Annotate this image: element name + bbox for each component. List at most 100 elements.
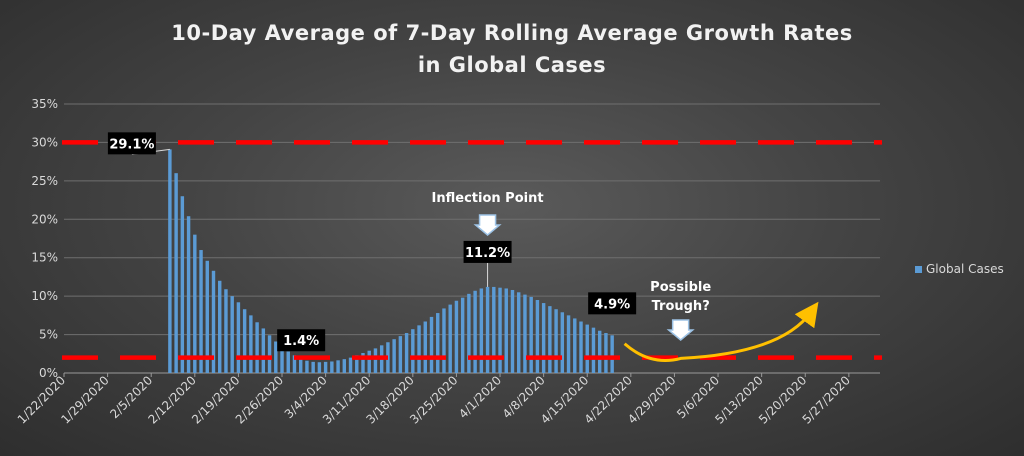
bar	[330, 361, 334, 373]
legend-label-global-cases: Global Cases	[926, 262, 1004, 276]
bar	[404, 333, 409, 373]
bar	[442, 308, 446, 373]
legend-swatch-global-cases	[915, 266, 922, 273]
bar	[429, 316, 434, 373]
chart-title: 10-Day Average of 7-Day Rolling Average …	[171, 21, 852, 77]
legend: Global Cases	[915, 262, 1004, 276]
x-axis-ticks: 1/22/20201/29/20202/5/20202/12/20202/19/…	[15, 373, 853, 427]
y-tick-label: 20%	[31, 212, 58, 226]
bar	[467, 293, 471, 373]
bar	[398, 336, 403, 373]
callout-label: Inflection Point	[432, 191, 544, 206]
bar	[205, 260, 209, 373]
bar	[292, 355, 297, 373]
bar	[585, 324, 589, 373]
bar	[591, 327, 596, 373]
bar	[174, 173, 178, 373]
annotation-label: 4.9%	[594, 297, 630, 312]
bar	[367, 350, 371, 373]
bar	[448, 304, 452, 373]
x-tick-label: 5/27/2020	[800, 373, 853, 426]
bar	[529, 296, 533, 373]
bar	[261, 328, 266, 373]
bar	[373, 348, 378, 373]
bar	[548, 306, 552, 373]
bar	[211, 270, 216, 373]
bar	[479, 288, 484, 373]
bar	[342, 359, 347, 373]
annotation-1-4pct: 1.4%	[277, 329, 326, 352]
annotation-box	[588, 292, 637, 315]
reference-lines	[62, 140, 882, 360]
bar-series-global-cases	[168, 149, 614, 373]
bar	[535, 299, 540, 373]
bar	[610, 335, 614, 373]
y-tick-label: 0%	[39, 366, 58, 380]
bar	[305, 360, 309, 373]
bar	[554, 309, 558, 373]
bar	[348, 357, 353, 373]
annotation-box	[277, 329, 326, 352]
annotation-label: 1.4%	[283, 334, 319, 349]
bar	[566, 315, 571, 373]
chart-title-line-1: 10-Day Average of 7-Day Rolling Average …	[171, 21, 852, 45]
y-tick-label: 30%	[31, 135, 58, 149]
y-tick-label: 5%	[39, 328, 58, 342]
bar	[436, 313, 440, 373]
bar	[510, 289, 515, 373]
trend-arrow	[623, 301, 819, 362]
x-tick-label: 4/29/2020	[625, 373, 678, 426]
bar	[336, 360, 340, 373]
bar	[274, 341, 278, 373]
x-tick-label: 2/26/2020	[233, 373, 286, 426]
bar	[311, 361, 315, 373]
down-arrow-icon	[666, 319, 695, 341]
annotation-box	[107, 132, 156, 155]
bar	[193, 234, 197, 373]
bar	[485, 286, 490, 373]
y-tick-label: 35%	[31, 97, 58, 111]
bar	[504, 288, 508, 373]
bar	[230, 296, 234, 373]
bar	[361, 353, 365, 373]
bar	[255, 322, 259, 373]
bar	[541, 303, 546, 373]
bar	[573, 318, 577, 373]
y-tick-label: 25%	[31, 174, 58, 188]
bar	[286, 351, 290, 373]
y-tick-label: 15%	[31, 251, 58, 265]
bar	[411, 329, 415, 373]
bar	[604, 333, 608, 373]
annotation-29-1pct: 29.1%	[107, 132, 170, 155]
bar	[199, 250, 203, 373]
bar	[560, 312, 565, 373]
bar	[249, 315, 253, 373]
annotation-label: 29.1%	[109, 137, 154, 152]
bar	[267, 335, 272, 373]
callout-possible-trough: Possible Trough?	[650, 280, 711, 341]
trend-arrow-group	[623, 301, 819, 362]
bar	[186, 216, 191, 373]
x-tick-label: 3/25/2020	[407, 373, 460, 426]
bar	[597, 330, 602, 373]
callouts: Inflection Point Possible Trough?	[432, 191, 711, 341]
bar	[236, 302, 241, 373]
x-tick-label: 4/1/2020	[456, 373, 504, 421]
annotation-label: 11.2%	[465, 246, 510, 261]
bar	[423, 321, 427, 373]
bar	[323, 361, 328, 373]
bar	[218, 280, 222, 373]
bar	[498, 287, 502, 373]
callout-inflection-point: Inflection Point	[432, 191, 544, 236]
data-annotations: 29.1% 1.4% 11.2% 4.9%	[107, 132, 637, 352]
bar	[523, 294, 527, 373]
y-tick-label: 10%	[31, 289, 58, 303]
x-tick-label: 1/29/2020	[58, 373, 111, 426]
bar	[454, 300, 459, 373]
bar	[460, 297, 465, 373]
bar	[473, 290, 477, 373]
bar	[168, 149, 172, 373]
annotation-4-9pct: 4.9%	[588, 292, 637, 315]
callout-label: Possible Trough?	[650, 280, 711, 314]
